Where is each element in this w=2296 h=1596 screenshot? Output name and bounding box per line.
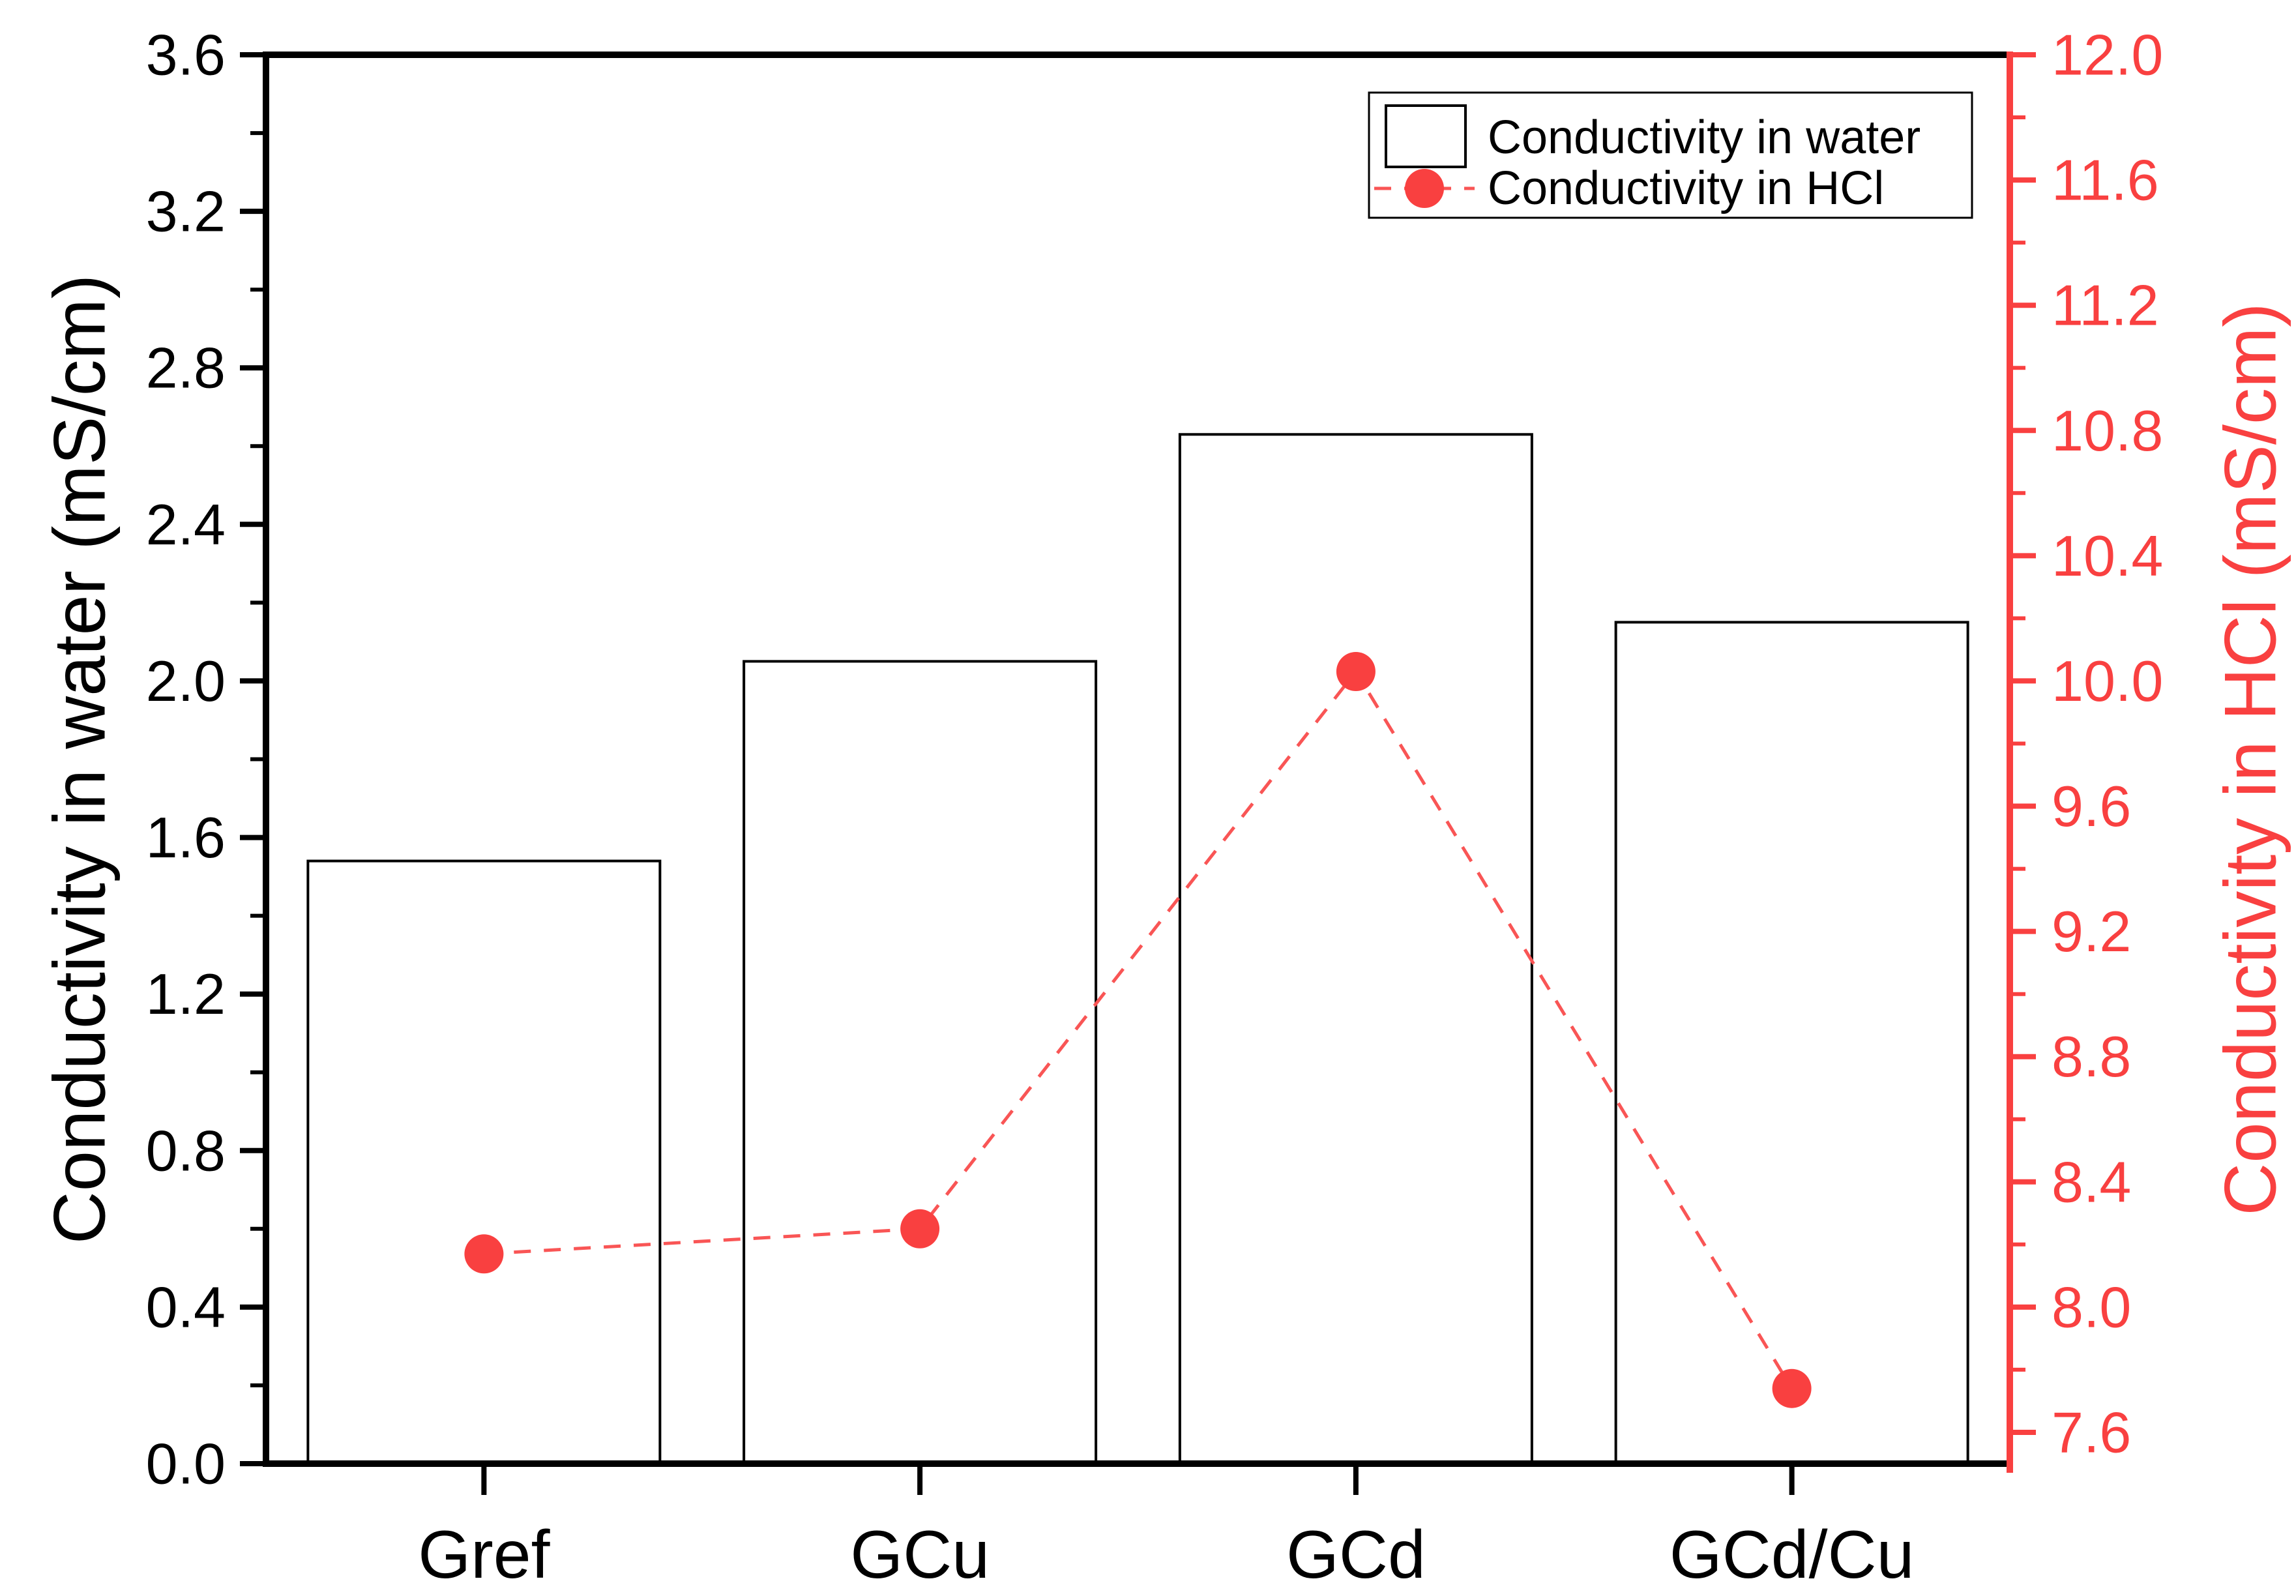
x-category-label: GCu	[850, 1517, 990, 1593]
left-tick-label: 2.8	[146, 336, 226, 400]
hcl-marker-gref	[464, 1234, 504, 1274]
hcl-marker-gcu	[900, 1209, 940, 1249]
right-tick-label: 10.8	[2052, 398, 2163, 463]
legend-label-water: Conductivity in water	[1488, 111, 1921, 164]
right-tick-label: 10.4	[2052, 524, 2163, 588]
right-axis-title: Conductivity in HCl (mS/cm)	[2210, 303, 2291, 1215]
left-tick-label: 0.4	[146, 1275, 226, 1339]
legend-box	[1368, 91, 1973, 219]
bar-gref	[306, 859, 662, 1465]
left-tick-label: 0.0	[146, 1432, 226, 1496]
left-tick-label: 1.6	[146, 805, 226, 870]
right-tick-label: 9.6	[2052, 774, 2131, 838]
right-tick-label: 8.4	[2052, 1149, 2131, 1214]
legend-label-hcl: Conductivity in HCl	[1488, 162, 1884, 214]
right-tick-label: 11.6	[2052, 148, 2159, 213]
plot-frame	[263, 52, 2010, 1467]
right-tick-label: 8.8	[2052, 1024, 2131, 1089]
left-tick-label: 3.6	[146, 23, 226, 87]
left-tick-label: 0.8	[146, 1118, 226, 1183]
right-tick-label: 11.2	[2052, 273, 2159, 338]
left-tick-label: 2.0	[146, 649, 226, 713]
x-category-label: GCd/Cu	[1670, 1517, 1915, 1593]
right-tick-label: 8.0	[2052, 1275, 2131, 1339]
bar-gcu	[743, 660, 1098, 1465]
right-tick-label: 10.0	[2052, 649, 2163, 713]
x-axis: Gref GCu GCd GCd/Cu	[418, 1465, 1914, 1593]
right-tick-label: 7.6	[2052, 1400, 2131, 1465]
hcl-marker-gcd-cu	[1772, 1368, 1812, 1408]
hcl-marker-gcd	[1336, 652, 1376, 691]
left-axis: 0.0 0.4 0.8 1.2 1.6 2.0 2.4 2.8 3.2 3.6	[146, 23, 265, 1496]
bar-gcd-cu	[1614, 621, 1969, 1465]
right-axis: 7.6 8.0 8.4 8.8 9.2 9.6 10.0 10.4 10.8 11.2 11.6 12…	[2007, 23, 2163, 1473]
hcl-line	[484, 668, 1793, 1389]
right-tick-label: 12.0	[2052, 23, 2163, 87]
bar-gcd	[1178, 433, 1533, 1465]
legend-bar-swatch-icon	[1385, 104, 1467, 168]
left-tick-label: 3.2	[146, 179, 226, 244]
legend-marker-swatch-icon	[1405, 169, 1444, 208]
left-tick-label: 2.4	[146, 492, 226, 557]
left-axis-title: Conductivity in water (mS/cm)	[39, 274, 121, 1244]
x-category-label: Gref	[418, 1517, 550, 1593]
left-tick-label: 1.2	[146, 962, 226, 1026]
x-category-label: GCd	[1286, 1517, 1426, 1593]
right-tick-label: 9.2	[2052, 899, 2131, 964]
